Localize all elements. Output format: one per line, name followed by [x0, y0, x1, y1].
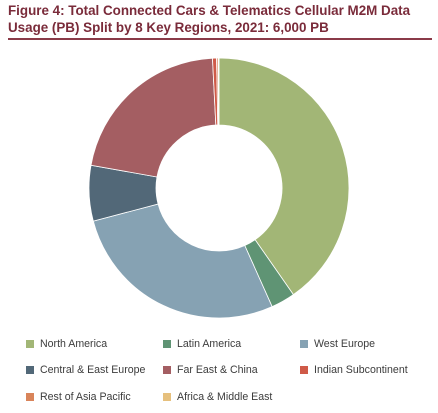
chart-title: Figure 4: Total Connected Cars & Telemat… [8, 3, 411, 35]
slice-far-east-china [90, 57, 217, 178]
slice-west-europe [92, 203, 273, 319]
slice-africa-middle-east [217, 57, 220, 126]
slice-north-america [218, 57, 350, 296]
donut-slices [88, 57, 350, 319]
title-divider [8, 38, 432, 40]
